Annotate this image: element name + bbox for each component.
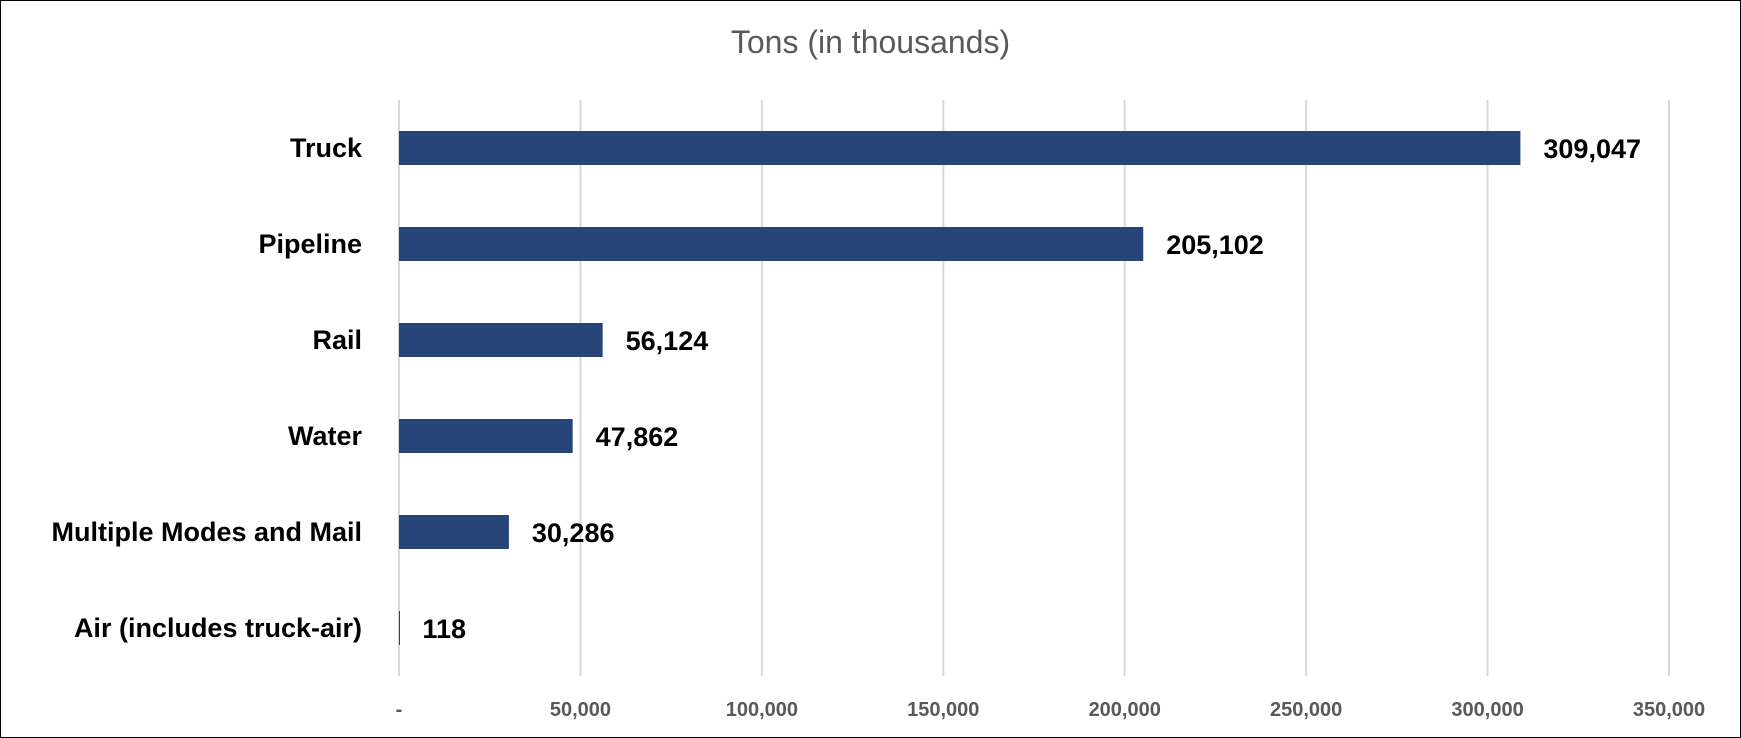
data-label: 118 (422, 614, 466, 644)
bar (399, 611, 400, 645)
x-tick-label: 300,000 (1451, 699, 1523, 721)
x-tick-label: 200,000 (1089, 699, 1161, 721)
category-label: Air (includes truck-air) (74, 613, 362, 643)
bar (399, 419, 573, 453)
data-label: 47,862 (596, 422, 679, 452)
data-label: 309,047 (1543, 134, 1641, 164)
bar (399, 227, 1144, 261)
x-tick-label: 150,000 (907, 699, 979, 721)
category-label: Pipeline (258, 229, 362, 259)
x-tick-label: 250,000 (1270, 699, 1342, 721)
bar (399, 515, 509, 549)
labels: - 50,000 100,000 150,000 200,000 250,000 300,0… (51, 133, 1705, 721)
category-label: Rail (312, 325, 362, 355)
data-label: 30,286 (532, 518, 615, 548)
x-tick-label: 100,000 (726, 699, 798, 721)
data-label: 56,124 (626, 326, 709, 356)
category-label: Truck (290, 133, 363, 163)
category-label: Multiple Modes and Mail (51, 517, 362, 547)
x-tick-label: 50,000 (550, 699, 611, 721)
bars (399, 131, 1521, 645)
bar (399, 323, 603, 357)
data-label: 205,102 (1166, 230, 1264, 260)
x-tick-label: - (396, 699, 403, 721)
category-label: Water (288, 421, 363, 451)
gridlines (398, 100, 1670, 676)
bar (399, 131, 1521, 165)
x-tick-label: 350,000 (1633, 699, 1705, 721)
chart-title: Tons (in thousands) (730, 24, 1011, 60)
